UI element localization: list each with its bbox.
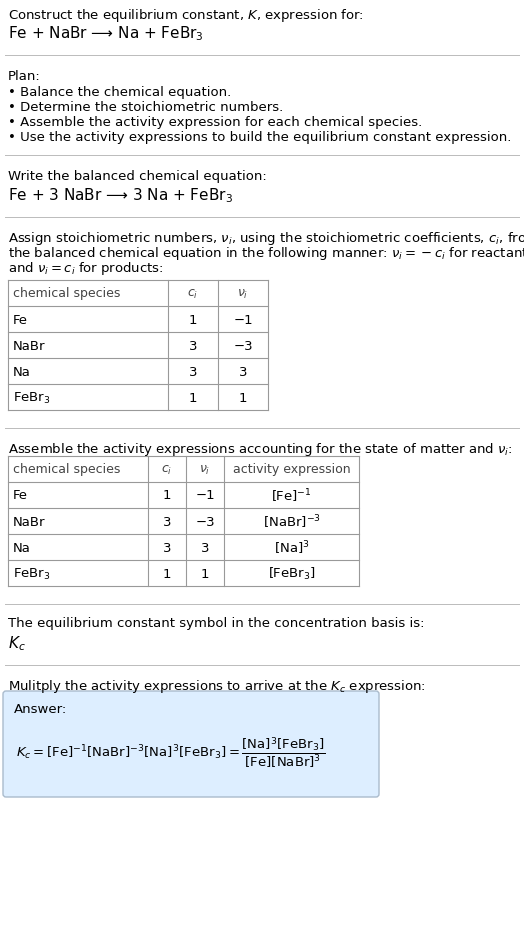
Text: $\nu_i$: $\nu_i$ bbox=[237, 288, 249, 300]
Text: Fe + NaBr ⟶ Na + FeBr$_3$: Fe + NaBr ⟶ Na + FeBr$_3$ bbox=[8, 24, 204, 43]
Text: 1: 1 bbox=[189, 391, 197, 404]
Text: FeBr$_3$: FeBr$_3$ bbox=[13, 565, 50, 581]
Text: 1: 1 bbox=[163, 489, 171, 502]
Text: the balanced chemical equation in the following manner: $\nu_i = -c_i$ for react: the balanced chemical equation in the fo… bbox=[8, 245, 524, 262]
Text: 3: 3 bbox=[189, 339, 197, 352]
Text: activity expression: activity expression bbox=[233, 463, 351, 476]
Text: $c_i$: $c_i$ bbox=[161, 463, 172, 476]
Text: Mulitply the activity expressions to arrive at the $K_c$ expression:: Mulitply the activity expressions to arr… bbox=[8, 677, 426, 694]
Text: $K_c = [\mathrm{Fe}]^{-1} [\mathrm{NaBr}]^{-3} [\mathrm{Na}]^3 [\mathrm{FeBr_3}]: $K_c = [\mathrm{Fe}]^{-1} [\mathrm{NaBr}… bbox=[16, 735, 325, 769]
Text: • Use the activity expressions to build the equilibrium constant expression.: • Use the activity expressions to build … bbox=[8, 130, 511, 144]
Text: Assemble the activity expressions accounting for the state of matter and $\nu_i$: Assemble the activity expressions accoun… bbox=[8, 441, 512, 458]
Text: [FeBr$_3$]: [FeBr$_3$] bbox=[268, 565, 315, 582]
Text: −3: −3 bbox=[233, 339, 253, 352]
Text: −3: −3 bbox=[195, 515, 215, 528]
Text: and $\nu_i = c_i$ for products:: and $\nu_i = c_i$ for products: bbox=[8, 260, 163, 277]
Text: 1: 1 bbox=[201, 566, 209, 580]
Text: 3: 3 bbox=[163, 541, 171, 554]
Text: [Fe]$^{-1}$: [Fe]$^{-1}$ bbox=[271, 486, 312, 505]
Text: 3: 3 bbox=[189, 366, 197, 378]
Text: 1: 1 bbox=[189, 313, 197, 327]
FancyBboxPatch shape bbox=[3, 691, 379, 797]
Text: −1: −1 bbox=[195, 489, 215, 502]
Text: 3: 3 bbox=[239, 366, 247, 378]
Text: NaBr: NaBr bbox=[13, 339, 46, 352]
Text: $c_i$: $c_i$ bbox=[188, 288, 199, 300]
Text: chemical species: chemical species bbox=[13, 463, 121, 476]
Text: Answer:: Answer: bbox=[14, 703, 67, 715]
Text: Na: Na bbox=[13, 541, 31, 554]
Text: Fe + 3 NaBr ⟶ 3 Na + FeBr$_3$: Fe + 3 NaBr ⟶ 3 Na + FeBr$_3$ bbox=[8, 186, 233, 205]
Text: The equilibrium constant symbol in the concentration basis is:: The equilibrium constant symbol in the c… bbox=[8, 616, 424, 629]
Text: Fe: Fe bbox=[13, 489, 28, 502]
Text: 3: 3 bbox=[163, 515, 171, 528]
Text: Na: Na bbox=[13, 366, 31, 378]
Text: 1: 1 bbox=[163, 566, 171, 580]
Text: $K_c$: $K_c$ bbox=[8, 633, 26, 652]
Text: [NaBr]$^{-3}$: [NaBr]$^{-3}$ bbox=[263, 513, 321, 530]
Text: • Determine the stoichiometric numbers.: • Determine the stoichiometric numbers. bbox=[8, 101, 283, 114]
Text: Assign stoichiometric numbers, $\nu_i$, using the stoichiometric coefficients, $: Assign stoichiometric numbers, $\nu_i$, … bbox=[8, 229, 524, 247]
Text: Construct the equilibrium constant, $K$, expression for:: Construct the equilibrium constant, $K$,… bbox=[8, 7, 364, 24]
Text: Plan:: Plan: bbox=[8, 69, 41, 83]
Text: −1: −1 bbox=[233, 313, 253, 327]
Text: • Balance the chemical equation.: • Balance the chemical equation. bbox=[8, 86, 231, 99]
Text: 3: 3 bbox=[201, 541, 209, 554]
Text: 1: 1 bbox=[239, 391, 247, 404]
Text: chemical species: chemical species bbox=[13, 288, 121, 300]
Text: Fe: Fe bbox=[13, 313, 28, 327]
Text: Write the balanced chemical equation:: Write the balanced chemical equation: bbox=[8, 169, 267, 183]
Text: NaBr: NaBr bbox=[13, 515, 46, 528]
Text: [Na]$^3$: [Na]$^3$ bbox=[274, 539, 309, 556]
Text: FeBr$_3$: FeBr$_3$ bbox=[13, 390, 50, 406]
Text: • Assemble the activity expression for each chemical species.: • Assemble the activity expression for e… bbox=[8, 116, 422, 129]
Text: $\nu_i$: $\nu_i$ bbox=[199, 463, 211, 476]
